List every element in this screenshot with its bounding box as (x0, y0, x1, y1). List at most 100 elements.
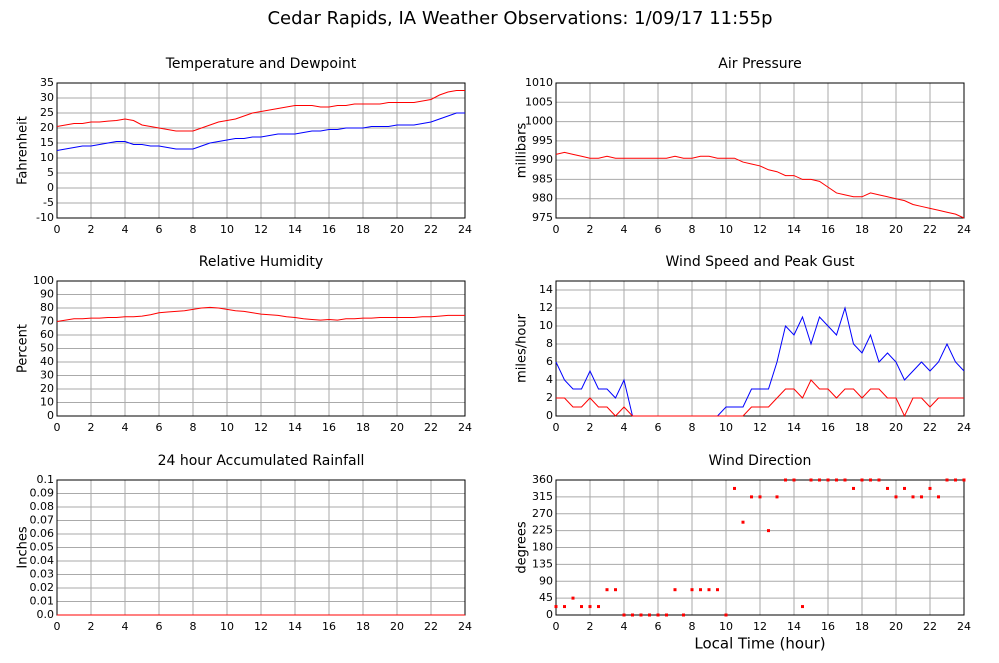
plot-title: Wind Direction (709, 453, 812, 469)
data-point (605, 588, 609, 592)
x-tick-label: 22 (424, 421, 438, 434)
y-tick-label: 90 (539, 574, 553, 587)
y-tick-label: 0.01 (30, 595, 55, 608)
x-tick-label: 18 (855, 620, 869, 633)
y-tick-label: 45 (539, 591, 553, 604)
x-tick-label: 10 (719, 223, 733, 236)
data-point (563, 605, 566, 609)
x-tick-label: 24 (458, 421, 472, 434)
x-tick-label: 2 (587, 223, 594, 236)
y-tick-label: 10 (40, 151, 54, 164)
y-tick-label: 90 (40, 288, 54, 301)
x-tick-label: 24 (458, 620, 472, 633)
data-point (733, 486, 736, 490)
x-tick-label: 24 (957, 421, 971, 434)
data-line (555, 306, 965, 417)
x-tick-label: 6 (156, 223, 163, 236)
x-tick-label: 12 (254, 223, 268, 236)
y-tick-label: 0.1 (37, 473, 55, 486)
x-tick-label: 16 (322, 421, 336, 434)
y-tick-label: 1005 (525, 95, 553, 108)
plot-title: Relative Humidity (199, 254, 323, 270)
x-tick-label: 8 (689, 421, 696, 434)
plot-frame (555, 280, 965, 417)
data-line (555, 151, 965, 219)
y-tick-label: 50 (40, 342, 54, 355)
x-tick-label: 22 (424, 223, 438, 236)
y-tick-label: 0.02 (30, 581, 55, 594)
x-tick-label: 12 (254, 421, 268, 434)
x-tick-label: 24 (957, 223, 971, 236)
y-tick-label: 270 (532, 507, 553, 520)
y-axis-label: miles/hour (515, 313, 530, 382)
y-tick-label: 0 (47, 409, 54, 422)
data-point (843, 478, 847, 482)
x-tick-label: 10 (719, 620, 733, 633)
data-point (665, 613, 668, 617)
data-point (945, 478, 949, 482)
data-line (56, 112, 465, 151)
x-tick-label: 22 (923, 421, 937, 434)
y-tick-label: 0.07 (30, 514, 55, 527)
data-point (699, 588, 702, 592)
x-tick-label: 0 (54, 421, 61, 434)
x-tick-label: 6 (156, 421, 163, 434)
y-tick-label: 0.06 (30, 527, 55, 540)
x-tick-label: 4 (122, 421, 129, 434)
x-tick-label: 16 (322, 223, 336, 236)
x-tick-label: 20 (889, 421, 903, 434)
x-tick-label: 20 (390, 223, 404, 236)
data-point (835, 478, 838, 482)
x-tick-label: 24 (458, 223, 472, 236)
y-tick-label: 15 (40, 136, 54, 149)
x-tick-label: 12 (254, 620, 268, 633)
data-point (809, 478, 813, 482)
y-tick-label: 30 (40, 91, 54, 104)
x-tick-label: 6 (655, 421, 662, 434)
x-tick-label: 4 (122, 223, 129, 236)
x-tick-label: 0 (54, 620, 61, 633)
y-tick-label: 995 (532, 134, 553, 147)
data-point (818, 478, 821, 482)
y-tick-label: 20 (40, 121, 54, 134)
y-axis-label: Fahrenheit (16, 116, 31, 185)
x-tick-label: 22 (923, 620, 937, 633)
x-tick-label: 4 (621, 421, 628, 434)
y-tick-label: 985 (532, 172, 553, 185)
x-tick-label: 24 (957, 620, 971, 633)
plot-title: Wind Speed and Peak Gust (666, 254, 855, 270)
data-point (758, 495, 762, 499)
y-tick-label: 80 (40, 301, 54, 314)
x-tick-label: 12 (753, 421, 767, 434)
x-tick-label: 2 (88, 421, 95, 434)
data-point (648, 613, 651, 617)
y-tick-label: 180 (532, 541, 553, 554)
data-line (56, 306, 465, 322)
x-tick-label: 2 (88, 620, 95, 633)
y-tick-label: 315 (532, 490, 553, 503)
y-tick-label: 225 (532, 524, 553, 537)
data-point (920, 495, 923, 499)
y-tick-label: 6 (546, 355, 553, 368)
y-axis-label: degrees (515, 521, 530, 574)
y-tick-label: 25 (40, 106, 54, 119)
x-tick-label: 8 (190, 620, 197, 633)
data-point (554, 605, 558, 609)
data-point (580, 605, 583, 609)
data-point (682, 613, 685, 617)
x-tick-label: 4 (122, 620, 129, 633)
x-tick-label: 14 (787, 620, 801, 633)
data-point (588, 605, 592, 609)
y-tick-label: 2 (546, 391, 553, 404)
data-point (903, 486, 906, 490)
data-point (597, 605, 600, 609)
y-tick-label: 10 (40, 396, 54, 409)
data-line (56, 90, 465, 132)
data-point (886, 486, 889, 490)
x-tick-label: 0 (553, 620, 560, 633)
data-point (962, 478, 966, 482)
data-point (631, 613, 634, 617)
x-tick-label: 14 (288, 223, 302, 236)
